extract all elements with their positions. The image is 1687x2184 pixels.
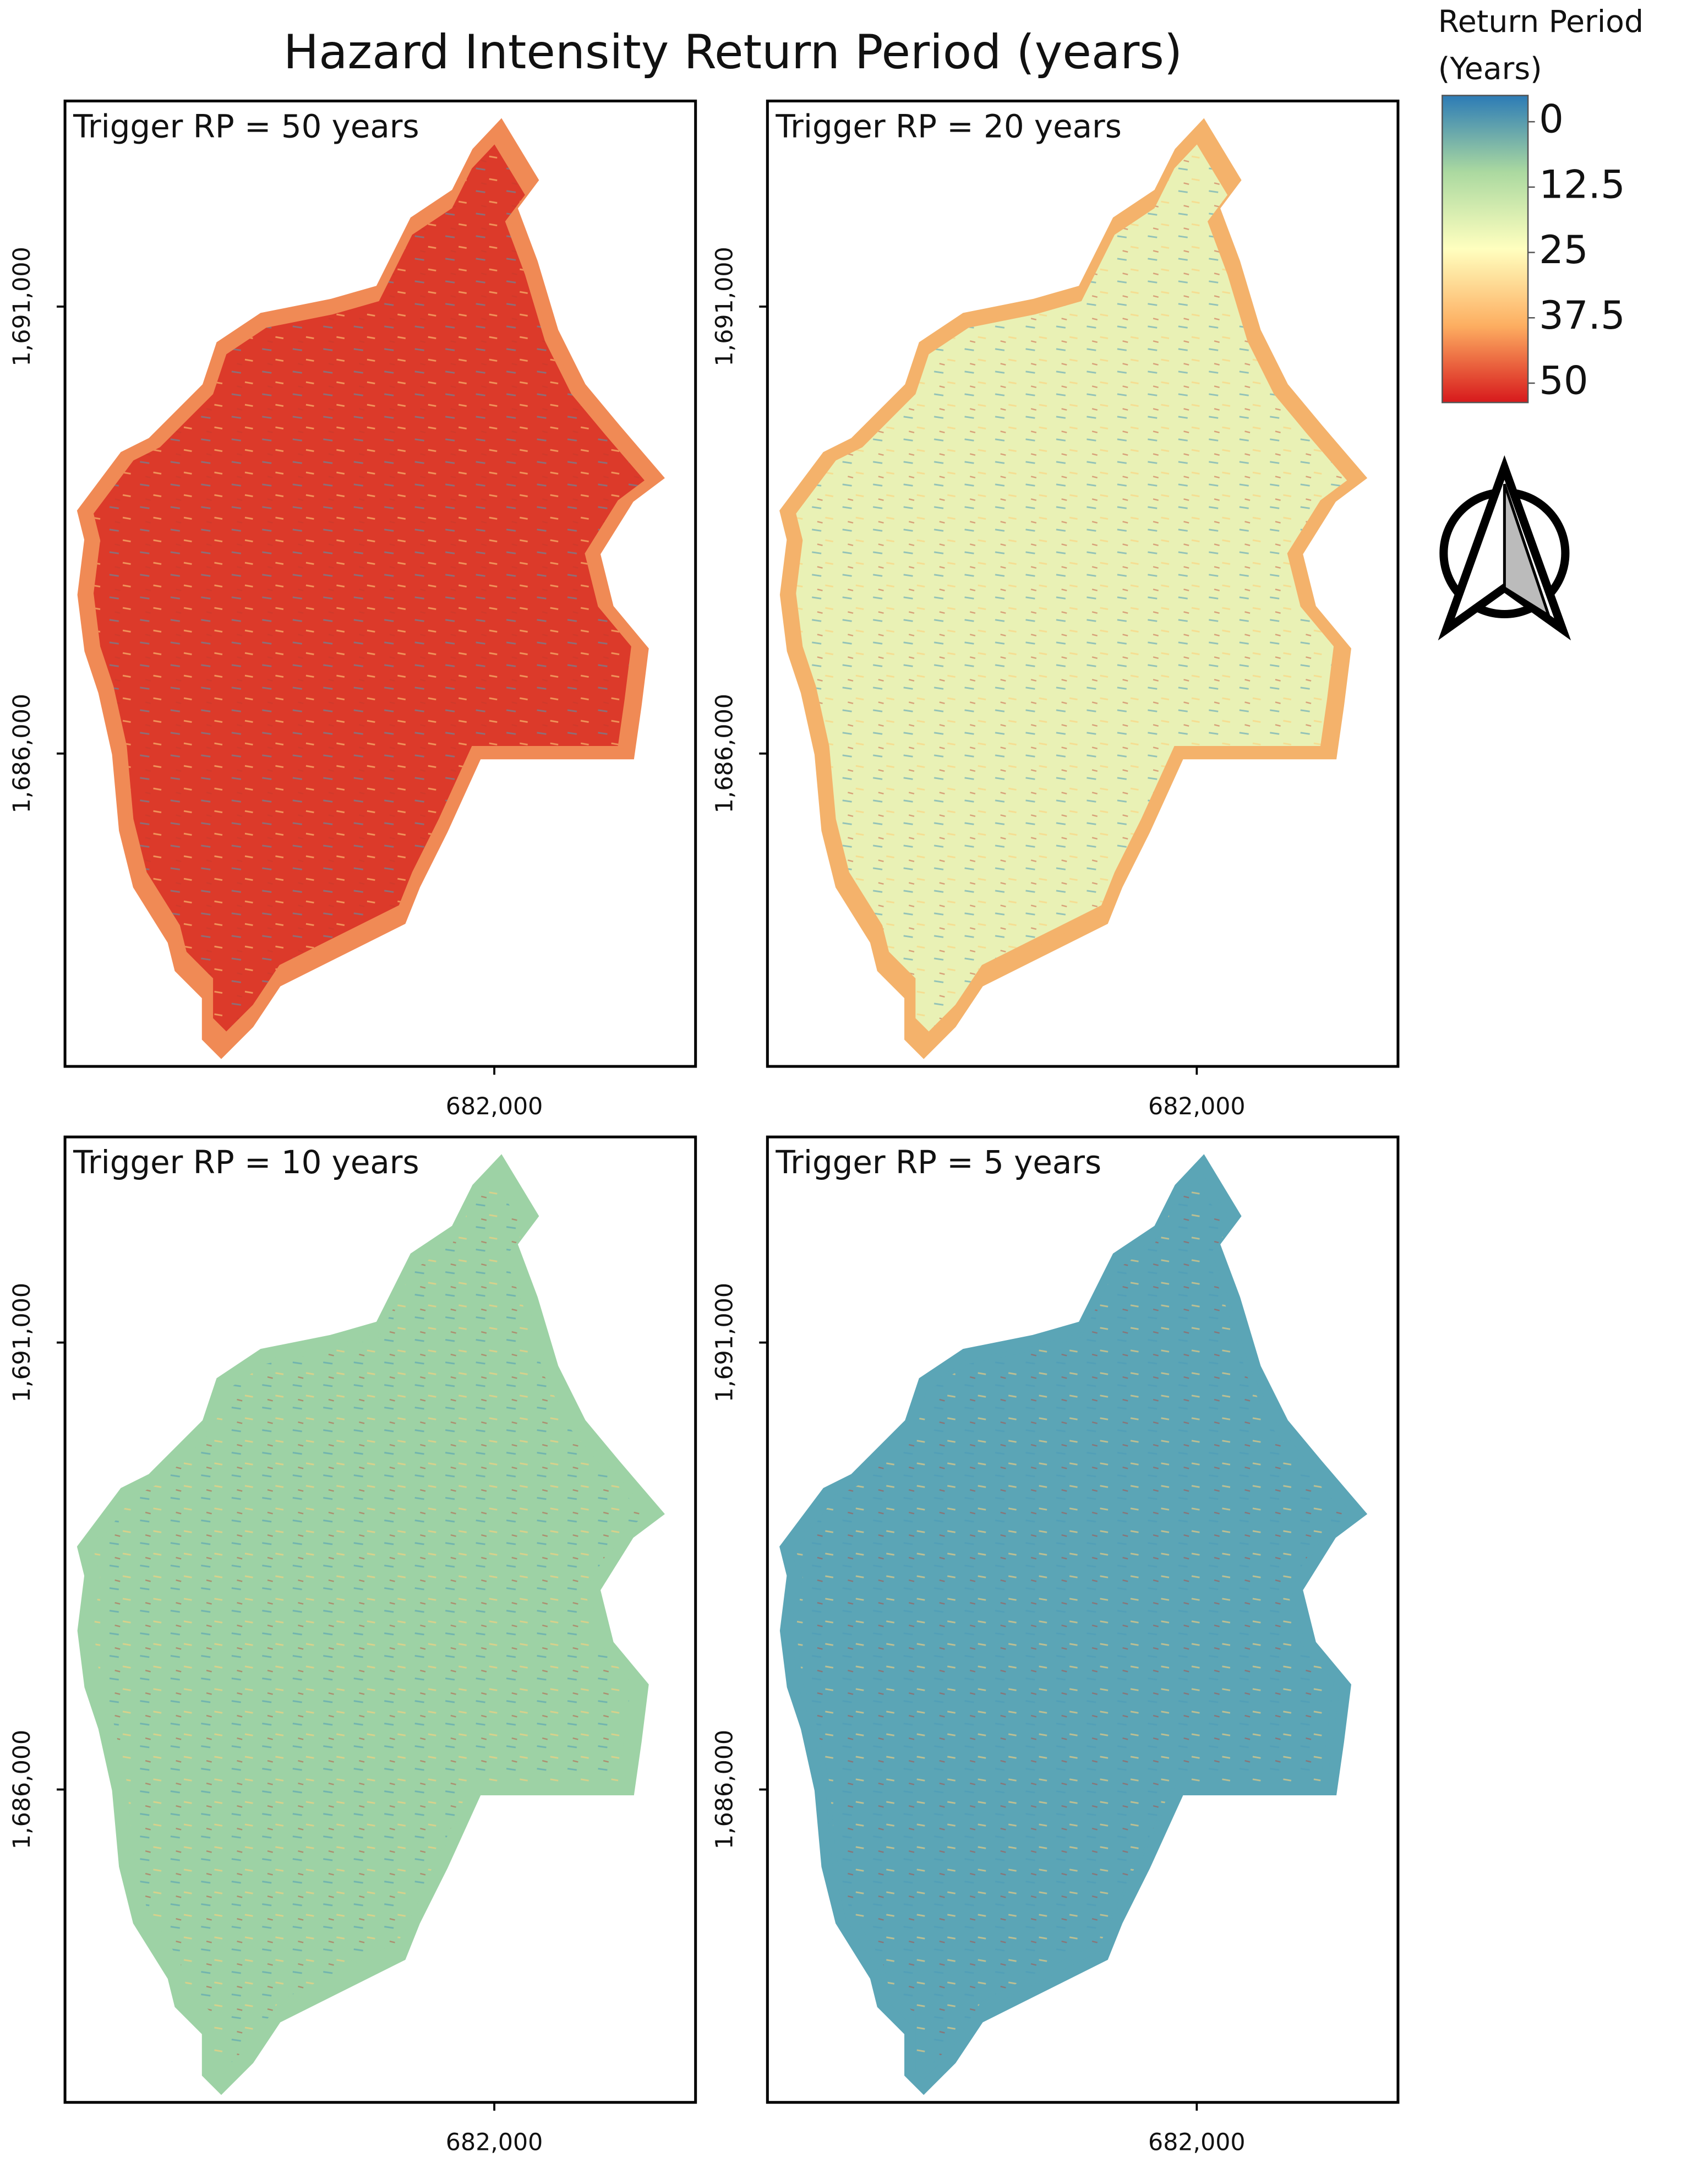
legend: Return Period (Years) 0 12.5 25 37.5 50 — [1438, 4, 1644, 404]
map-frame — [766, 1135, 1400, 2104]
colorbar-label: 37.5 — [1539, 293, 1625, 338]
panel-label: Trigger RP = 10 years — [73, 1143, 419, 1181]
panel-label: Trigger RP = 20 years — [775, 107, 1122, 145]
legend-title: (Years) — [1438, 51, 1542, 86]
map-frame — [63, 99, 697, 1068]
map-panel: Trigger RP = 10 years 682,000 1,691,000 1,6… — [8, 1135, 697, 2156]
colorbar — [1442, 95, 1529, 404]
figure-title: Hazard Intensity Return Period (years) — [283, 25, 1182, 80]
panel-label: Trigger RP = 50 years — [73, 107, 419, 145]
x-tick-label: 682,000 — [1148, 1093, 1246, 1120]
map-frame — [63, 1135, 697, 2104]
y-tick-label: 1,686,000 — [711, 1730, 738, 1849]
north-arrow — [1438, 455, 1571, 641]
legend-title: Return Period — [1438, 4, 1644, 40]
y-tick-label: 1,686,000 — [8, 1730, 36, 1849]
x-tick-label: 682,000 — [1148, 2129, 1246, 2156]
colorbar-label: 12.5 — [1539, 162, 1625, 207]
y-tick-label: 1,686,000 — [711, 694, 738, 813]
y-tick-label: 1,691,000 — [711, 247, 738, 366]
x-tick-label: 682,000 — [446, 2129, 543, 2156]
y-tick-label: 1,691,000 — [8, 1283, 36, 1402]
y-tick-label: 1,691,000 — [711, 1283, 738, 1402]
colorbar-label: 50 — [1539, 358, 1588, 403]
y-tick-label: 1,686,000 — [8, 694, 36, 813]
y-tick-label: 1,691,000 — [8, 247, 36, 366]
x-tick-label: 682,000 — [446, 1093, 543, 1120]
panel-label: Trigger RP = 5 years — [775, 1143, 1101, 1181]
map-panel: Trigger RP = 20 years 682,000 1,691,000 1,6… — [711, 99, 1400, 1120]
map-frame — [766, 99, 1400, 1068]
map-panel: Trigger RP = 5 years 682,000 1,691,000 1,68… — [711, 1135, 1400, 2156]
colorbar-label: 0 — [1539, 97, 1564, 142]
colorbar-label: 25 — [1539, 227, 1588, 273]
map-panel: Trigger RP = 50 years 682,000 1,691,000 1,6… — [8, 99, 697, 1120]
